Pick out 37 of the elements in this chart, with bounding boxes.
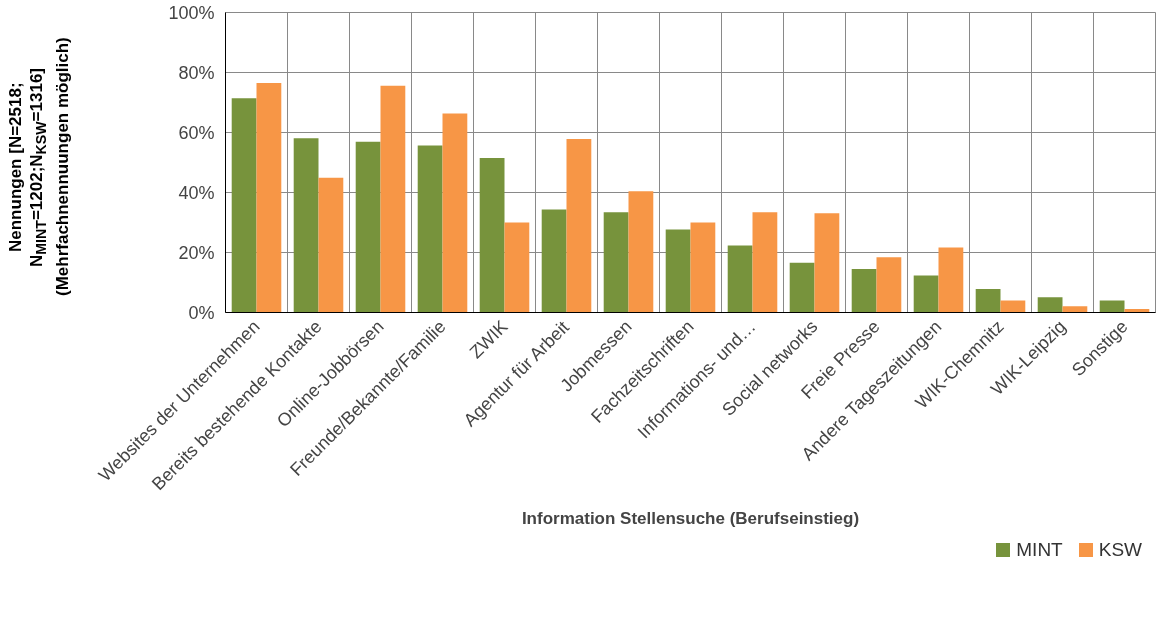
bar [665, 229, 691, 313]
bar [504, 222, 530, 313]
bar [814, 213, 840, 313]
bar [417, 145, 443, 313]
bar [231, 98, 257, 313]
bar [628, 191, 654, 313]
legend-label: KSW [1098, 539, 1142, 560]
bar [442, 113, 468, 313]
bar [913, 275, 939, 313]
y-tick-label: 0% [188, 302, 215, 323]
bar [789, 262, 815, 313]
y-tick-label: 60% [178, 122, 215, 143]
bar [975, 289, 1001, 313]
bar [603, 212, 629, 313]
y-tick-label: 20% [178, 242, 215, 263]
legend-label: MINT [1016, 539, 1063, 560]
bar [566, 139, 592, 313]
y-tick-label: 40% [178, 182, 215, 203]
x-axis-title: Information Stellensuche (Berufseinstieg) [521, 509, 860, 529]
bar [1062, 306, 1088, 313]
bar [1099, 300, 1125, 313]
bar [318, 177, 344, 313]
bar [541, 209, 567, 313]
bar [256, 83, 282, 313]
bar [380, 85, 406, 313]
bar [876, 257, 902, 313]
bar [690, 222, 716, 313]
bar [1037, 297, 1063, 313]
bar [727, 245, 753, 313]
bar [293, 138, 319, 313]
bar [851, 269, 877, 313]
bar [752, 212, 778, 313]
bar [479, 158, 505, 313]
bar [938, 247, 964, 313]
y-tick-label: 100% [168, 2, 215, 23]
y-tick-label: 80% [178, 62, 215, 83]
bar [355, 141, 381, 313]
